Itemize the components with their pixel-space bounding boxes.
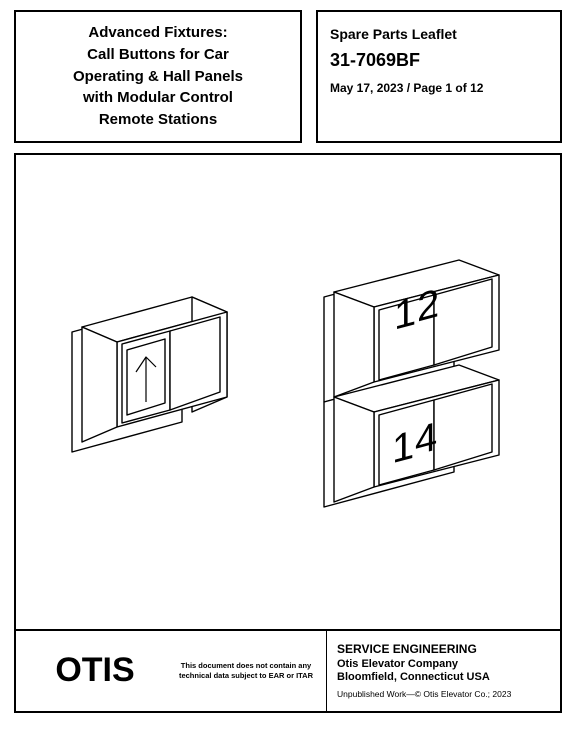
copyright: Unpublished Work—© Otis Elevator Co.; 20…	[337, 689, 550, 699]
company-location: Bloomfield, Connecticut USA	[337, 671, 550, 683]
company-name: Otis Elevator Company	[337, 658, 550, 670]
double-button-illustration: 1 2 1 4	[304, 242, 524, 522]
leaflet-label: Spare Parts Leaflet	[330, 26, 548, 42]
illustration-area: 1 2 1 4	[16, 155, 560, 629]
svg-text:1: 1	[392, 421, 414, 472]
disclaimer-line: This document does not contain any	[181, 661, 311, 670]
main-box: 1 2 1 4 OTIS This document do	[14, 153, 562, 713]
disclaimer-cell: This document does not contain any techn…	[166, 631, 326, 711]
part-number: 31-7069BF	[330, 50, 548, 71]
title-line: Remote Stations	[24, 109, 292, 131]
company-cell: SERVICE ENGINEERING Otis Elevator Compan…	[326, 631, 560, 711]
disclaimer-line: technical data subject to EAR or ITAR	[179, 671, 313, 680]
single-button-illustration	[52, 272, 252, 492]
svg-text:4: 4	[415, 413, 437, 464]
title-line: Operating & Hall Panels	[24, 66, 292, 88]
title-box: Advanced Fixtures: Call Buttons for Car …	[14, 10, 302, 143]
department: SERVICE ENGINEERING	[337, 642, 550, 656]
logo-cell: OTIS	[16, 631, 166, 711]
title-line: Advanced Fixtures:	[24, 22, 292, 44]
title-line: with Modular Control	[24, 87, 292, 109]
svg-text:1: 1	[394, 287, 416, 338]
header-row: Advanced Fixtures: Call Buttons for Car …	[14, 10, 562, 143]
otis-logo: OTIS	[55, 651, 134, 690]
info-box: Spare Parts Leaflet 31-7069BF May 17, 20…	[316, 10, 562, 143]
svg-text:2: 2	[417, 279, 439, 330]
title-line: Call Buttons for Car	[24, 44, 292, 66]
date-page: May 17, 2023 / Page 1 of 12	[330, 81, 548, 95]
footer-bar: OTIS This document does not contain any …	[16, 629, 560, 711]
